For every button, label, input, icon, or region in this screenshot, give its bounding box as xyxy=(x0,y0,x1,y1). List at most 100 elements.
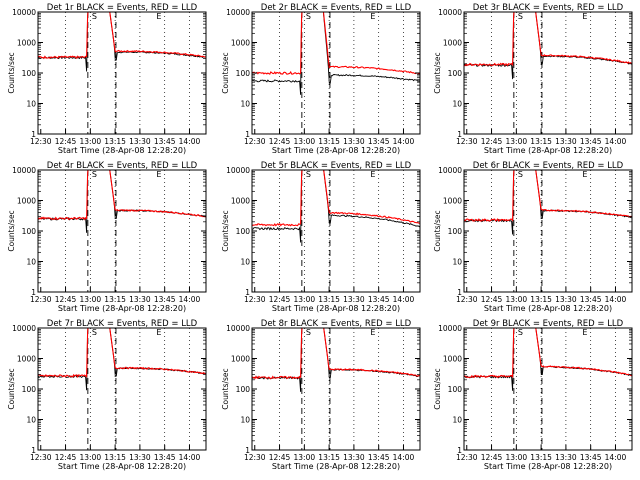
series-group xyxy=(38,328,206,391)
start-marker-label: S xyxy=(518,12,523,21)
x-tick-label: 12:30 xyxy=(30,137,52,146)
plot-frame xyxy=(37,11,207,135)
y-tick-label: 10 xyxy=(26,100,36,109)
start-marker-label: S xyxy=(306,328,311,337)
y-tick-label: 10 xyxy=(452,258,462,267)
plot-frame xyxy=(463,327,633,451)
x-tick-label: 13:45 xyxy=(580,137,602,146)
plot-frame xyxy=(463,11,633,135)
x-tick-label: 13:00 xyxy=(506,453,528,462)
x-tick-label: 13:30 xyxy=(343,137,365,146)
x-tick-label: 13:00 xyxy=(506,295,528,304)
series-group xyxy=(252,12,420,95)
x-tick-label: 13:45 xyxy=(154,137,176,146)
start-marker-label: S xyxy=(306,12,311,21)
lld-series-line xyxy=(38,328,206,379)
x-tick-label: 14:00 xyxy=(393,453,415,462)
x-tick-label: 14:00 xyxy=(179,137,201,146)
series-group xyxy=(38,12,206,72)
y-tick-label: 100 xyxy=(236,69,251,78)
y-tick-label: 1 xyxy=(31,446,36,455)
series-group xyxy=(38,170,206,233)
x-tick-label: 13:15 xyxy=(104,453,126,462)
lld-series-line xyxy=(38,12,206,59)
x-tick-label: 13:30 xyxy=(343,453,365,462)
y-tick-label: 10 xyxy=(240,416,250,425)
y-tick-label: 10000 xyxy=(226,166,250,175)
start-marker-label: S xyxy=(92,12,97,21)
x-tick-label: 12:30 xyxy=(244,295,266,304)
y-tick-label: 100 xyxy=(236,385,251,394)
end-marker-label: E xyxy=(582,170,587,179)
events-series-line xyxy=(252,328,420,392)
x-tick-label: 14:00 xyxy=(605,453,627,462)
y-tick-label: 1000 xyxy=(231,197,250,206)
end-marker-label: E xyxy=(582,328,587,337)
x-axis-title: Start Time (28-Apr-08 12:28:20) xyxy=(58,304,186,313)
x-tick-label: 12:45 xyxy=(269,295,291,304)
y-tick-label: 1 xyxy=(245,446,250,455)
x-tick-label: 13:45 xyxy=(154,453,176,462)
x-tick-label: 13:15 xyxy=(318,295,340,304)
y-axis-title: Counts/sec xyxy=(7,210,16,251)
plot-frame xyxy=(463,169,633,293)
events-series-line xyxy=(38,12,206,72)
x-tick-label: 12:45 xyxy=(269,137,291,146)
x-tick-label: 13:30 xyxy=(129,453,151,462)
lld-series-line xyxy=(252,170,420,227)
y-tick-label: 100 xyxy=(236,227,251,236)
x-tick-label: 14:00 xyxy=(605,137,627,146)
x-tick-label: 14:00 xyxy=(393,137,415,146)
panel-title: Det 6r BLACK = Events, RED = LLD xyxy=(473,161,624,171)
events-series-line xyxy=(38,328,206,391)
x-tick-label: 12:45 xyxy=(55,295,77,304)
end-marker-label: E xyxy=(370,170,375,179)
x-tick-label: 12:30 xyxy=(456,137,478,146)
x-tick-label: 13:45 xyxy=(580,453,602,462)
x-tick-label: 13:15 xyxy=(104,137,126,146)
x-axis-title: Start Time (28-Apr-08 12:28:20) xyxy=(58,462,186,471)
end-marker-label: E xyxy=(370,12,375,21)
x-tick-label: 12:30 xyxy=(30,295,52,304)
events-series-line xyxy=(38,170,206,233)
y-tick-label: 1 xyxy=(245,130,250,139)
y-tick-label: 10 xyxy=(26,258,36,267)
y-tick-label: 100 xyxy=(448,69,463,78)
y-axis-title: Counts/sec xyxy=(221,52,230,93)
x-tick-label: 14:00 xyxy=(179,453,201,462)
x-tick-label: 13:45 xyxy=(368,137,390,146)
x-tick-label: 12:30 xyxy=(244,137,266,146)
series-group xyxy=(464,328,632,391)
y-tick-label: 1000 xyxy=(17,39,36,48)
events-series-line xyxy=(464,170,632,235)
y-tick-label: 10000 xyxy=(438,8,462,17)
x-tick-label: 12:45 xyxy=(269,453,291,462)
y-tick-label: 100 xyxy=(448,385,463,394)
y-tick-label: 100 xyxy=(22,385,37,394)
x-tick-label: 13:15 xyxy=(318,453,340,462)
panel-title: Det 9r BLACK = Events, RED = LLD xyxy=(473,319,624,329)
y-tick-label: 10000 xyxy=(12,166,36,175)
series-group xyxy=(252,170,420,243)
x-tick-label: 13:15 xyxy=(530,453,552,462)
y-tick-label: 10000 xyxy=(226,324,250,333)
x-tick-label: 13:30 xyxy=(555,295,577,304)
start-marker-label: S xyxy=(306,170,311,179)
y-tick-label: 1000 xyxy=(443,355,462,364)
x-axis-title: Start Time (28-Apr-08 12:28:20) xyxy=(272,304,400,313)
x-tick-label: 12:30 xyxy=(456,453,478,462)
x-axis-title: Start Time (28-Apr-08 12:28:20) xyxy=(484,304,612,313)
y-tick-label: 100 xyxy=(448,227,463,236)
y-axis-title: Counts/sec xyxy=(221,210,230,251)
series-group xyxy=(464,12,632,80)
x-tick-label: 13:00 xyxy=(506,137,528,146)
x-tick-label: 13:30 xyxy=(129,137,151,146)
panel-title: Det 2r BLACK = Events, RED = LLD xyxy=(261,3,412,13)
y-tick-label: 10000 xyxy=(438,324,462,333)
x-axis-title: Start Time (28-Apr-08 12:28:20) xyxy=(272,146,400,155)
y-tick-label: 10000 xyxy=(12,324,36,333)
x-tick-label: 13:15 xyxy=(104,295,126,304)
